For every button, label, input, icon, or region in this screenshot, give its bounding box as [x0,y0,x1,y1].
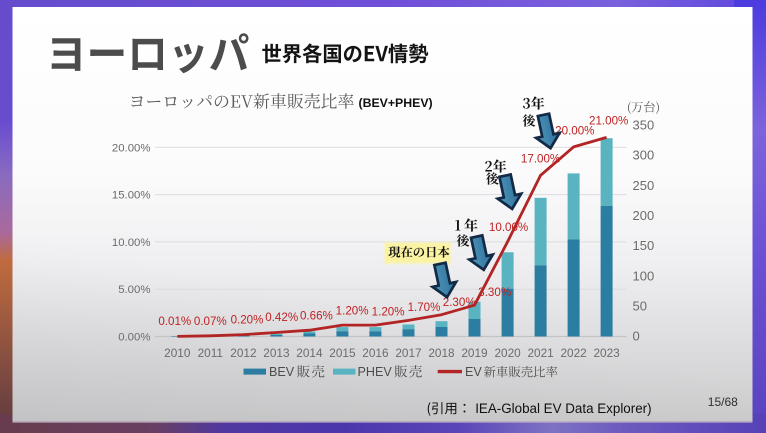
svg-text:PHEV: PHEV [358,365,393,379]
svg-text:2010: 2010 [164,346,191,360]
svg-text:50: 50 [633,299,647,314]
svg-text:200: 200 [633,208,655,223]
svg-text:2015: 2015 [329,346,356,360]
svg-text:250: 250 [633,178,655,193]
svg-text:0.20%: 0.20% [231,314,264,327]
svg-text:20.00%: 20.00% [112,142,151,154]
svg-text:150: 150 [633,238,655,253]
svg-text:100: 100 [633,268,655,283]
svg-text:10.00%: 10.00% [489,221,528,234]
svg-text:3.30%: 3.30% [478,286,511,299]
svg-text:17.00%: 17.00% [521,153,560,166]
svg-text:300: 300 [633,148,655,163]
svg-text:20.00%: 20.00% [555,125,594,138]
svg-text:2016: 2016 [362,346,389,360]
svg-text:IEA-Global EV Data Explorer): IEA-Global EV Data Explorer) [475,401,651,416]
svg-text:1.70%: 1.70% [408,301,441,314]
svg-text:5.00%: 5.00% [118,284,150,296]
svg-text:350: 350 [633,118,655,133]
svg-text:EV: EV [465,365,482,379]
svg-text:2.30%: 2.30% [443,296,476,309]
svg-text:0: 0 [633,329,640,344]
svg-text:BEV: BEV [269,365,295,379]
svg-text:2011: 2011 [198,346,223,360]
svg-text:2021: 2021 [527,346,553,360]
svg-text:(BEV+PHEV): (BEV+PHEV) [359,96,433,110]
svg-text:2018: 2018 [428,346,455,360]
svg-text:0.00%: 0.00% [118,332,150,344]
svg-text:2023: 2023 [593,346,620,360]
svg-text:1.20%: 1.20% [372,306,405,319]
svg-text:0.01%: 0.01% [158,315,191,328]
svg-text:2020: 2020 [494,346,521,360]
svg-text:2022: 2022 [560,346,586,360]
svg-text:15.00%: 15.00% [112,190,151,202]
svg-text:21.00%: 21.00% [589,115,628,128]
svg-text:0.42%: 0.42% [265,311,298,324]
svg-text:1.20%: 1.20% [336,305,369,318]
svg-text:2019: 2019 [461,346,487,360]
svg-text:15/68: 15/68 [708,395,738,409]
svg-text:0.07%: 0.07% [194,315,227,328]
svg-text:2014: 2014 [296,346,323,360]
svg-text:2017: 2017 [395,346,421,360]
svg-text:2012: 2012 [230,346,256,360]
svg-text:0.66%: 0.66% [300,310,333,323]
svg-text:2013: 2013 [263,346,290,360]
svg-text:10.00%: 10.00% [112,237,151,249]
